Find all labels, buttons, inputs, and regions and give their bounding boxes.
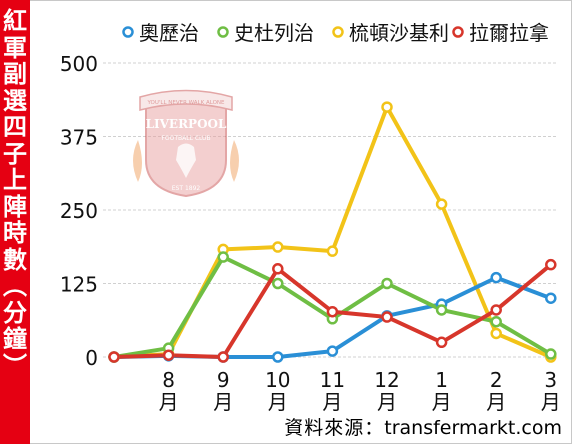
x-tick-label-unit: 月 <box>159 390 179 414</box>
liverbird-icon <box>176 143 196 178</box>
data-point <box>435 198 448 210</box>
legend-label: 史杜列治 <box>234 21 314 45</box>
x-tick-label: 2 <box>490 368 503 392</box>
crest-est: EST 1892 <box>172 185 201 192</box>
data-point <box>272 277 284 290</box>
title-char: 數 <box>3 245 27 274</box>
title-char: 鐘 <box>3 325 27 353</box>
data-point <box>381 277 393 290</box>
data-point <box>217 351 229 363</box>
title-char: 時 <box>3 219 27 247</box>
data-point <box>490 315 502 328</box>
title-char: 陣 <box>3 192 27 221</box>
flame-right-icon <box>230 140 239 182</box>
crest-motto: YOU'LL NEVER WALK ALONE <box>146 100 225 106</box>
flame-left-icon <box>133 140 142 182</box>
title-char: 副 <box>3 60 27 88</box>
x-tick-label-unit: 月 <box>486 390 506 414</box>
data-point <box>326 305 339 318</box>
data-point <box>435 304 448 316</box>
data-point <box>545 348 557 360</box>
data-point <box>162 349 175 361</box>
x-tick-label: 12 <box>374 368 399 392</box>
data-point <box>108 351 120 363</box>
crest-football-club: FOOTBALL CLUB <box>161 135 210 142</box>
title-bar: 紅軍副選四子上陣時數 ︵ 分鐘 ︶ <box>0 0 30 444</box>
title-char: ︶ <box>3 351 27 380</box>
data-point <box>381 311 393 323</box>
title-char: 軍 <box>3 33 27 62</box>
data-point <box>272 351 284 363</box>
title-char: 紅 <box>3 7 27 35</box>
legend-marker <box>122 26 134 38</box>
chart-title: 紅軍副選四子上陣時數 ︵ 分鐘 ︶ <box>0 8 30 379</box>
x-tick-label-unit: 月 <box>322 390 342 414</box>
data-point <box>326 345 339 357</box>
source-note: 資料來源：transfermarkt.com <box>284 413 562 440</box>
x-tick-label: 11 <box>320 368 345 392</box>
x-tick-label-unit: 月 <box>268 390 288 414</box>
source-site: transfermarkt.com <box>384 417 562 439</box>
title-char: 子 <box>3 139 27 168</box>
data-point <box>490 327 502 340</box>
title-char: 四 <box>3 113 27 141</box>
title-char: ︵ <box>3 272 27 300</box>
y-axis-ticks: 0 125 250 375 500 <box>60 52 98 370</box>
data-point <box>490 271 502 284</box>
legend: 奧歷治 史杜列治 梳頓沙基利 拉爾拉拿 <box>122 21 549 45</box>
x-tick-label: 8 <box>162 368 175 392</box>
y-tick-label: 375 <box>60 126 98 150</box>
data-point <box>217 251 229 263</box>
x-tick-label: 1 <box>435 368 448 392</box>
y-tick-label: 500 <box>60 52 98 76</box>
x-tick-label: 3 <box>544 368 557 392</box>
title-char: 上 <box>3 166 27 194</box>
data-point <box>272 241 284 253</box>
x-tick-label-unit: 月 <box>541 390 561 414</box>
legend-marker <box>452 26 464 38</box>
x-tick-label: 9 <box>217 368 230 392</box>
data-point <box>545 292 557 304</box>
x-tick-label-unit: 月 <box>377 390 397 414</box>
crest-shield <box>145 96 227 198</box>
title-char: 選 <box>3 86 27 115</box>
data-point <box>381 101 393 113</box>
crest-scroll <box>139 89 233 111</box>
y-tick-label: 125 <box>60 273 98 297</box>
series-lines <box>108 101 557 363</box>
legend-marker <box>217 26 229 38</box>
y-tick-label: 0 <box>85 346 98 370</box>
data-point <box>272 263 284 275</box>
legend-label: 奧歷治 <box>139 21 199 45</box>
legend-label: 拉爾拉拿 <box>469 21 549 45</box>
data-point <box>326 245 339 257</box>
legend-label: 梳頓沙基利 <box>349 21 449 45</box>
source-label: 資料來源： <box>284 417 385 439</box>
x-tick-label-unit: 月 <box>213 390 233 414</box>
legend-marker <box>332 26 344 38</box>
y-tick-label: 250 <box>60 199 98 223</box>
crest-club-name: LIVERPOOL <box>146 117 227 131</box>
data-point <box>435 336 448 349</box>
title-char: 分 <box>3 298 27 327</box>
data-point <box>490 304 502 316</box>
x-tick-label: 10 <box>265 368 290 392</box>
data-point <box>545 258 557 271</box>
x-tick-label-unit: 月 <box>432 390 452 414</box>
liverpool-crest-logo: YOU'LL NEVER WALK ALONE LIVERPOOL FOOTBA… <box>133 89 239 198</box>
